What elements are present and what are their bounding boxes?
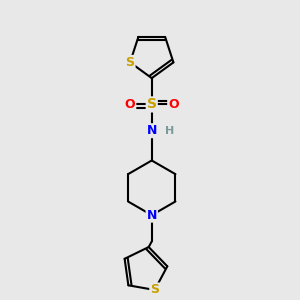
Text: S: S <box>150 284 159 296</box>
Text: S: S <box>126 56 135 69</box>
Text: S: S <box>147 98 157 111</box>
Text: O: O <box>125 98 135 111</box>
Text: H: H <box>165 126 174 136</box>
Text: N: N <box>147 209 157 222</box>
Text: O: O <box>168 98 179 111</box>
Text: N: N <box>147 124 157 137</box>
